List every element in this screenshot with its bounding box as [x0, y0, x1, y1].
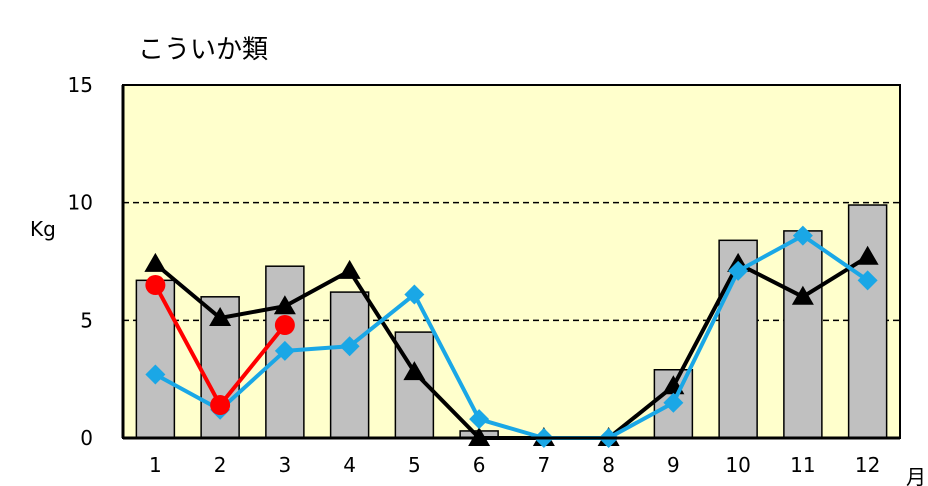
triangle-marker — [273, 295, 296, 315]
y-tick-label: 0 — [80, 426, 93, 450]
x-tick-label: 4 — [343, 453, 356, 477]
triangle-marker — [209, 306, 232, 326]
diamond-marker — [663, 392, 684, 413]
x-tick-label: 3 — [279, 453, 292, 477]
axes — [121, 85, 900, 440]
x-tick-labels: 1 2 3 4 5 6 7 8 9 10 11 12 — [149, 453, 880, 477]
bar — [783, 230, 823, 439]
diamond-marker — [469, 409, 490, 430]
y-tick-label: 5 — [80, 308, 93, 332]
y-tick-label: 10 — [68, 191, 93, 215]
triangle-marker — [856, 245, 879, 265]
x-tick-label: 9 — [667, 453, 680, 477]
bar — [135, 279, 176, 439]
diamond-marker — [404, 284, 425, 305]
diamond-marker — [792, 225, 813, 246]
x-axis-label: 月 — [906, 465, 926, 486]
x-tick-label: 10 — [725, 453, 750, 477]
y-tick-labels: 0 5 10 15 — [68, 73, 93, 450]
diamond-marker — [728, 260, 749, 281]
triangle-marker — [791, 285, 814, 305]
triangle-marker — [403, 361, 426, 381]
diamond-marker — [145, 364, 166, 385]
chart-title: こういか類 — [138, 35, 268, 65]
bar — [847, 204, 888, 439]
x-tick-label: 8 — [602, 453, 615, 477]
diamond-marker — [339, 336, 360, 357]
y-axis-label: Kg — [30, 217, 56, 241]
x-tick-label: 2 — [214, 453, 227, 477]
y-tick-label: 15 — [68, 73, 93, 97]
x-tick-label: 5 — [408, 453, 421, 477]
triangle-marker — [144, 252, 167, 272]
x-tick-label: 12 — [855, 453, 880, 477]
bar — [329, 291, 370, 439]
x-tick-label: 1 — [149, 453, 162, 477]
circle-marker — [274, 315, 295, 336]
series-line — [154, 233, 869, 440]
circle-marker — [145, 275, 166, 296]
x-tick-label: 11 — [790, 453, 815, 477]
x-tick-label: 7 — [538, 453, 551, 477]
triangle-marker — [338, 259, 361, 279]
bars — [135, 204, 888, 439]
x-tick-label: 6 — [473, 453, 486, 477]
diamond-marker — [274, 340, 295, 361]
circle-marker — [210, 395, 231, 416]
diamond-marker — [857, 270, 878, 291]
